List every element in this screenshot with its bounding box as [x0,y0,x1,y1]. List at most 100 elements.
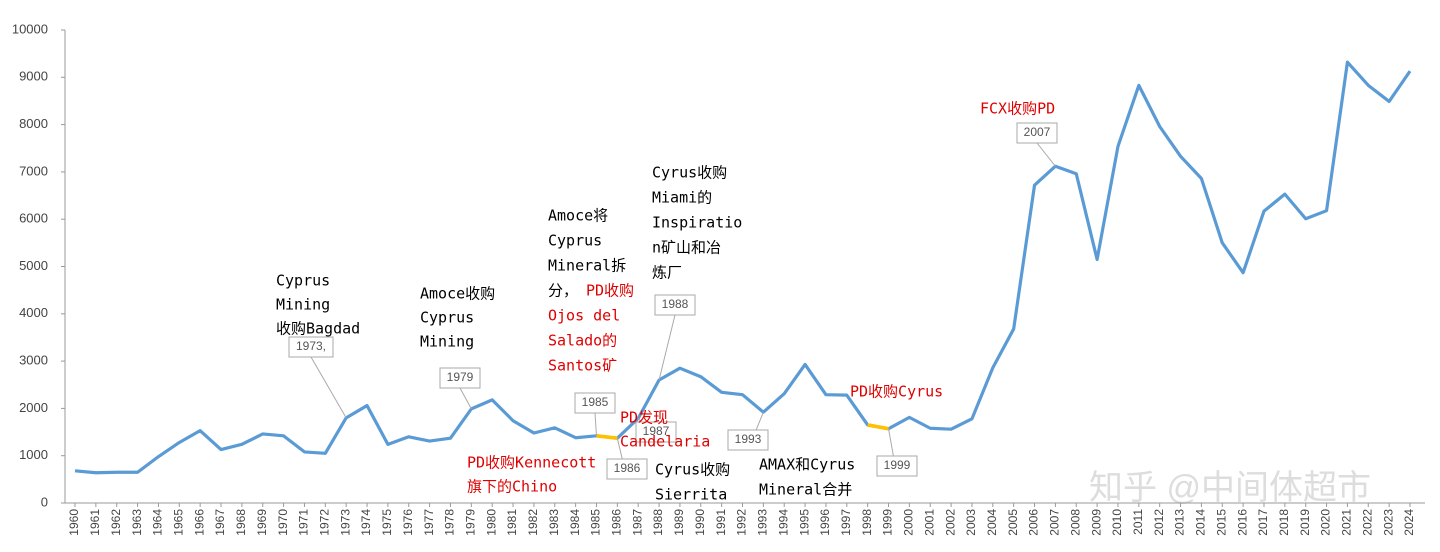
x-tick-label: 2014 [1194,509,1208,536]
callout-leader [1036,142,1056,167]
y-tick-label: 3000 [19,353,48,368]
x-tick-label: 1987 [630,509,644,536]
annotation: Mining [276,296,330,314]
x-tick-label: 1974 [359,509,373,536]
x-tick-label: 2003 [964,509,978,536]
watermark: 知乎 @中间体超市 [1089,469,1371,507]
annotation: Salado的 [548,332,617,350]
x-tick-label: 2002 [943,509,957,536]
callout-box [727,429,769,451]
y-tick-label: 4000 [19,305,48,320]
highlight-segment [596,434,618,440]
x-tick-label: 1982 [526,509,540,536]
annotation: 分， [548,282,578,300]
x-tick-label: 1976 [401,509,415,536]
x-tick-label: 1971 [297,509,311,536]
x-tick-label: 2021 [1340,509,1354,536]
callout-label: 1985 [582,395,609,409]
x-tick-label: 2009 [1089,509,1103,536]
x-tick-label: 1984 [568,509,582,536]
annotation: Cyrus收购 [652,164,727,182]
callout-box [574,392,616,414]
callout-box [606,458,648,480]
x-tick-label: 1995 [797,509,811,536]
callout-box [876,455,918,477]
x-tick-label: 1981 [505,509,519,536]
x-tick-label: 1962 [109,509,123,536]
highlight-segment [867,423,889,431]
callout-label: 2007 [1024,125,1051,139]
callout-box [288,336,334,358]
annotation: PD收购 [586,282,634,300]
annotation: 炼厂 [652,264,682,282]
annotation: Miami的 [652,189,712,207]
x-tick-label: 1991 [714,509,728,536]
x-tick-label: 1978 [443,509,457,536]
callout-box [1016,122,1058,144]
x-tick-label: 1980 [484,509,498,536]
x-tick-label: 1965 [171,509,185,536]
x-tick-label: 2012 [1152,509,1166,536]
callout-box [439,367,481,389]
annotation: Cyprus [276,272,330,290]
callout-leader [459,387,472,410]
annotation: Mining [420,333,474,351]
x-tick-label: 2024 [1402,509,1416,536]
annotation: Sierrita [655,486,727,504]
annotation: Inspiratio [652,214,742,232]
x-tick-label: 1986 [610,509,624,536]
annotation: 收购Bagdad [276,320,360,338]
x-tick-label: 2005 [1006,509,1020,536]
x-tick-label: 1994 [776,509,790,536]
callout-box [654,294,696,316]
annotation: Amoce收购 [420,285,495,303]
x-tick-label: 1996 [818,509,832,536]
callout-label: 1987 [643,424,670,438]
x-tick-label: 1964 [151,509,165,536]
x-tick-label: 1973 [338,509,352,536]
y-tick-label: 8000 [19,116,48,131]
x-tick-label: 2011 [1131,509,1145,535]
x-tick-label: 2000 [902,509,916,536]
callout-label: 1999 [884,458,911,472]
x-tick-label: 1992 [735,509,749,536]
x-tick-label: 1967 [213,509,227,536]
x-tick-label: 1989 [672,509,686,536]
annotation: Cyprus [420,309,474,327]
x-tick-label: 2017 [1256,509,1270,536]
y-tick-label: 10000 [12,21,48,36]
line [74,60,1412,475]
y-tick-label: 9000 [19,69,48,84]
x-tick-label: 1998 [860,509,874,536]
annotation: Candelaria [620,433,710,451]
callout-leader [658,314,676,381]
annotation: Cyrus收购 [655,461,730,479]
x-tick-label: 1972 [317,509,331,536]
annotation: PD收购Kennecott [467,454,596,472]
x-tick-label: 2004 [985,509,999,536]
annotation: PD发现 [620,409,668,427]
x-tick-label: 2016 [1235,509,1249,536]
x-tick-label: 2008 [1068,509,1082,536]
x-tick-label: 1970 [276,509,290,536]
annotation: Mineral合并 [759,481,852,499]
x-tick-label: 1975 [380,509,394,536]
annotation: Santos矿 [548,357,617,375]
y-tick-label: 7000 [19,163,48,178]
x-tick-label: 2001 [922,509,936,536]
annotation: Ojos del [548,307,620,325]
annotation: n矿山和冶 [652,239,721,257]
x-tick-label: 1999 [881,509,895,536]
x-tick-label: 1966 [192,509,206,536]
annotation: Cyprus [548,232,602,250]
callout-label: 1988 [662,297,689,311]
x-tick-label: 1983 [547,509,561,536]
x-tick-label: 1963 [130,509,144,536]
x-tick-label: 2018 [1277,509,1291,536]
x-tick-label: 1968 [234,509,248,536]
x-tick-label: 2006 [1027,509,1041,536]
y-tick-label: 0 [41,494,48,509]
callout-leader [594,412,597,436]
x-tick-label: 1960 [67,509,81,536]
